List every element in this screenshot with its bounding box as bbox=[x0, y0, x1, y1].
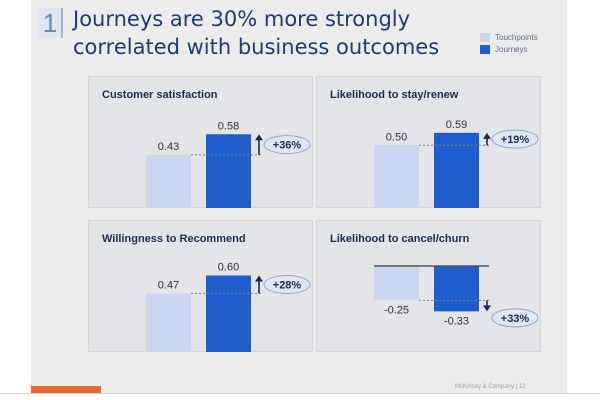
chart-panel-likelihood-to-stay: Likelihood to stay/renew 0.50 0.59 +19% bbox=[316, 76, 541, 208]
value-label-touchpoints: 0.50 bbox=[386, 131, 407, 143]
change-badge bbox=[491, 308, 539, 328]
value-label-touchpoints: -0.25 bbox=[384, 304, 409, 316]
legend-swatch-touchpoints bbox=[480, 32, 490, 42]
chart-svg: 0.47 0.60 +28% bbox=[146, 262, 311, 352]
change-badge bbox=[263, 274, 311, 294]
bar-touchpoints bbox=[374, 266, 419, 301]
bar-journeys bbox=[434, 266, 479, 312]
bar-journeys bbox=[206, 275, 251, 352]
value-label-journeys: 0.59 bbox=[446, 119, 467, 131]
chart-svg: 0.43 0.58 +36% bbox=[146, 120, 311, 208]
value-label-journeys: 0.60 bbox=[218, 262, 239, 274]
slide: 1 Journeys are 30% more strongly correla… bbox=[31, 0, 567, 393]
slide-number: 1 bbox=[39, 8, 63, 38]
value-label-touchpoints: 0.43 bbox=[158, 141, 179, 153]
change-arrow-head bbox=[255, 134, 263, 141]
chart-panel-customer-satisfaction: Customer satisfaction 0.43 0.58 +36% bbox=[88, 76, 313, 208]
bar-touchpoints bbox=[146, 154, 191, 208]
legend-swatch-journeys bbox=[480, 44, 490, 54]
chart-panel-likelihood-to-cancel: Likelihood to cancel/churn -0.25 -0.33 +33… bbox=[316, 220, 541, 352]
slide-title: Journeys are 30% more strongly correlate… bbox=[73, 5, 453, 61]
change-badge-label: +19% bbox=[501, 134, 530, 146]
legend-label-journeys: Journeys bbox=[495, 44, 528, 54]
value-label-touchpoints: 0.47 bbox=[158, 279, 179, 291]
footer: McKinsey & Company | 12 bbox=[455, 384, 526, 390]
bar-journeys bbox=[434, 132, 479, 208]
change-arrow-head bbox=[483, 132, 491, 139]
bar-journeys bbox=[206, 134, 251, 208]
change-badge-label: +36% bbox=[273, 140, 302, 152]
change-badge-label: +28% bbox=[273, 279, 302, 291]
panel-title: Willingness to Recommend bbox=[102, 233, 246, 245]
bar-touchpoints bbox=[146, 293, 191, 352]
value-label-journeys: 0.58 bbox=[218, 120, 239, 132]
chart-svg: -0.25 -0.33 +33% bbox=[374, 265, 539, 328]
panel-title: Likelihood to cancel/churn bbox=[330, 233, 470, 245]
legend-item-journeys: Journeys bbox=[480, 43, 538, 55]
panel-title: Likelihood to stay/renew bbox=[330, 89, 459, 101]
change-badge-label: +33% bbox=[501, 313, 530, 325]
chart-svg: 0.50 0.59 +19% bbox=[374, 119, 539, 208]
accent-bar bbox=[31, 386, 101, 393]
change-arrow-head bbox=[255, 275, 263, 282]
panel-title: Customer satisfaction bbox=[102, 89, 218, 101]
change-badge bbox=[491, 129, 539, 149]
title-line-1: Journeys are 30% more strongly bbox=[73, 7, 411, 31]
legend: Touchpoints Journeys bbox=[480, 31, 538, 55]
bar-touchpoints bbox=[374, 145, 419, 208]
change-arrow-head bbox=[483, 305, 491, 312]
bottom-rule bbox=[0, 393, 600, 394]
chart-panel-willingness-to-recommend: Willingness to Recommend 0.47 0.60 +28% bbox=[88, 220, 313, 352]
value-label-journeys: -0.33 bbox=[444, 315, 469, 327]
change-badge bbox=[263, 135, 311, 155]
title-line-2: correlated with business outcomes bbox=[73, 35, 440, 59]
legend-label-touchpoints: Touchpoints bbox=[495, 32, 538, 42]
legend-item-touchpoints: Touchpoints bbox=[480, 31, 538, 43]
